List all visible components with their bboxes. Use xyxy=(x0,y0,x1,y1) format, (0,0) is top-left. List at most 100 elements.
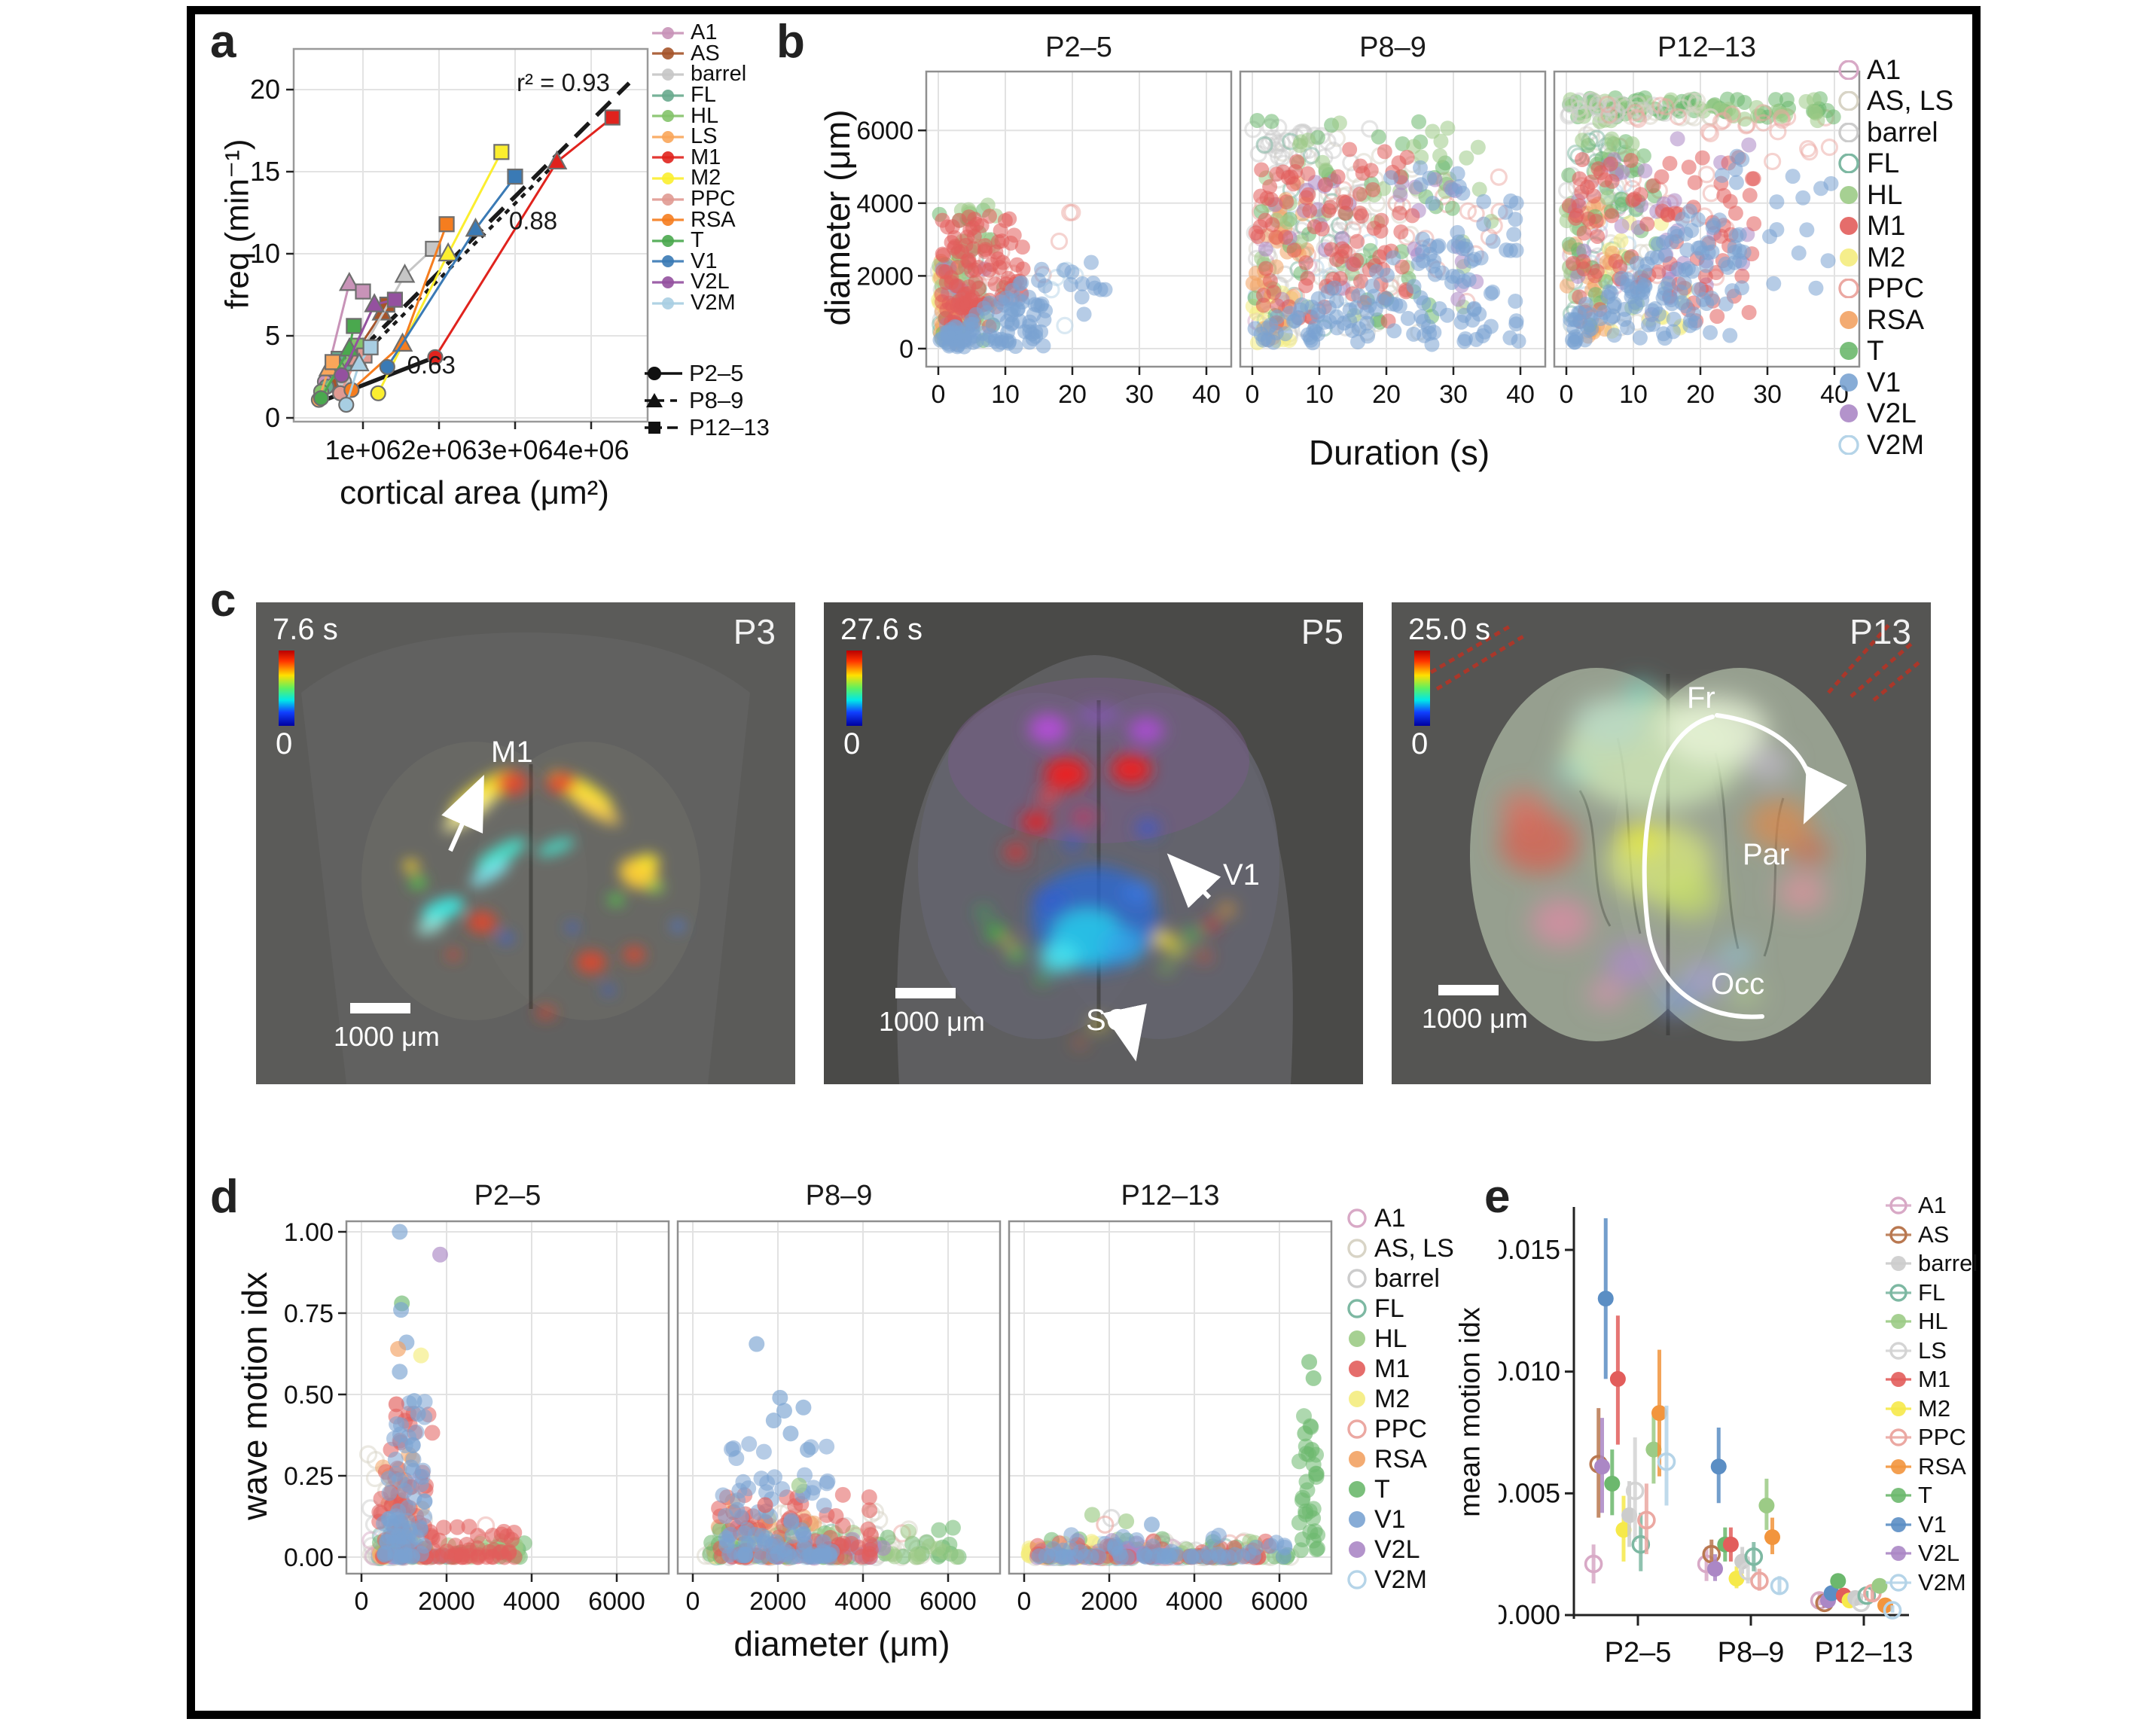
regression-label: r² = 0.93 xyxy=(517,69,610,96)
V2L-swatch-icon xyxy=(1349,1541,1365,1558)
svg-text:0: 0 xyxy=(265,402,280,433)
V2L-swatch-icon xyxy=(1886,1546,1911,1562)
legend-item-M2: M2 xyxy=(652,166,746,190)
scale-bar xyxy=(350,1003,410,1013)
legend-label: HL xyxy=(691,103,719,128)
legend-item-AS: AS xyxy=(1886,1221,1978,1250)
V2M-swatch-icon xyxy=(1886,1574,1911,1592)
panel-d-label: d xyxy=(210,1171,239,1223)
V2M-swatch-icon xyxy=(1347,1570,1367,1589)
svg-text:20: 20 xyxy=(250,74,280,105)
PPC-swatch-icon xyxy=(652,193,684,206)
legend-label: FL xyxy=(1374,1294,1404,1323)
svg-text:20: 20 xyxy=(1058,380,1087,409)
svg-text:0.25: 0.25 xyxy=(284,1462,334,1491)
svg-text:5: 5 xyxy=(265,320,280,351)
regression-label: 0.88 xyxy=(509,206,557,234)
legend-label: PPC xyxy=(1867,273,1925,304)
legend-item-PPC: PPC xyxy=(1346,1414,1454,1444)
legend-label: V2M xyxy=(1867,428,1925,460)
legend-label: T xyxy=(1374,1474,1390,1504)
age-legend-item-P8-9: P8–9 xyxy=(645,387,770,414)
legend-label: A1 xyxy=(1918,1192,1947,1219)
facet-title: P12–13 xyxy=(1121,1182,1219,1211)
legend-item-LS: LS xyxy=(652,124,746,148)
FL-swatch-icon xyxy=(1838,154,1859,174)
svg-text:40: 40 xyxy=(1506,380,1535,409)
colorbar-zero-label: 0 xyxy=(276,727,293,760)
brain-art-svg: Fr Par Occ xyxy=(1420,623,1920,1041)
age-tag: P13 xyxy=(1850,612,1911,651)
age-tag: P3 xyxy=(733,612,776,651)
legend-label: V1 xyxy=(1867,366,1901,398)
FL-swatch-icon xyxy=(652,89,684,102)
age-legend-item-P12-13: P12–13 xyxy=(645,414,770,441)
svg-text:15: 15 xyxy=(250,156,280,187)
T-swatch-icon xyxy=(1840,342,1858,361)
colorbar-zero-label: 0 xyxy=(843,727,861,760)
panel-d-legend: A1 AS, LS barrel FL HL M1 M2 PPC RSA T V1 V2L V2M xyxy=(1346,1203,1454,1595)
svg-text:0: 0 xyxy=(1560,380,1574,409)
FL-swatch-icon xyxy=(1886,1284,1911,1302)
svg-text:2000: 2000 xyxy=(1081,1587,1138,1616)
brain-image-p5: V1 SC 27.6 s 0 P5 1000 μm xyxy=(824,602,1363,1084)
legend-label: barrel xyxy=(1867,116,1938,148)
legend-label: V2L xyxy=(691,270,730,294)
T-swatch-icon xyxy=(1886,1488,1911,1504)
legend-item-PPC: PPC xyxy=(652,187,746,212)
legend-item-barrel: barrel xyxy=(1837,117,1953,148)
RSA-swatch-icon xyxy=(652,214,684,227)
svg-text:10: 10 xyxy=(1619,380,1648,409)
triangle-marker-icon xyxy=(645,393,682,407)
legend-label: PPC xyxy=(691,187,736,212)
svg-text:1.00: 1.00 xyxy=(284,1218,334,1247)
panel-b-xlabel: Duration (s) xyxy=(1308,433,1490,472)
age-tag: P5 xyxy=(1301,612,1343,651)
svg-text:4000: 4000 xyxy=(503,1587,560,1616)
legend-item-barrel: barrel xyxy=(1886,1249,1978,1279)
legend-label: P8–9 xyxy=(689,387,744,413)
A1-swatch-icon xyxy=(1838,59,1859,80)
legend-label: M1 xyxy=(691,145,721,169)
legend-label: V1 xyxy=(1918,1510,1947,1538)
regression-label: 0.63 xyxy=(407,351,456,379)
legend-label: RSA xyxy=(691,207,736,232)
svg-text:4e+06: 4e+06 xyxy=(553,434,629,465)
V2M-swatch-icon xyxy=(1838,434,1859,455)
AS-swatch-icon xyxy=(1886,1226,1911,1244)
colorbar xyxy=(279,651,294,726)
svg-text:30: 30 xyxy=(1439,380,1468,409)
legend-item-M1: M1 xyxy=(1886,1365,1978,1394)
svg-text:20: 20 xyxy=(1686,380,1715,409)
legend-item-V1: V1 xyxy=(1886,1510,1978,1540)
facet-title: P8–9 xyxy=(806,1182,873,1211)
legend-label: barrel xyxy=(691,62,747,87)
legend-label: AS xyxy=(1918,1221,1950,1248)
legend-item-RSA: RSA xyxy=(1837,304,1953,336)
annotation-arrow-icon xyxy=(441,775,484,852)
legend-label: M2 xyxy=(1374,1384,1410,1413)
barrel-swatch-icon xyxy=(1838,122,1859,142)
svg-text:4000: 4000 xyxy=(834,1587,892,1616)
M1-swatch-icon xyxy=(1840,217,1858,236)
LS-swatch-icon xyxy=(652,130,684,143)
region-label: V1 xyxy=(1223,858,1260,891)
legend-item-A1: A1 xyxy=(1346,1203,1454,1233)
PPC-swatch-icon xyxy=(1347,1419,1367,1439)
legend-item-T: T xyxy=(1346,1474,1454,1504)
legend-label: V1 xyxy=(1374,1504,1406,1534)
circle-marker-icon xyxy=(645,367,682,380)
legend-label: barrel xyxy=(1374,1263,1440,1293)
legend-label: AS, LS xyxy=(1374,1233,1454,1263)
legend-item-AS: AS xyxy=(652,41,746,66)
svg-text:10: 10 xyxy=(991,380,1020,409)
region-label: Fr xyxy=(1687,681,1715,715)
legend-label: FL xyxy=(1918,1279,1946,1306)
legend-label: HL xyxy=(1374,1324,1407,1353)
scale-bar xyxy=(895,988,956,998)
panel-e-ylabel: mean motion idx xyxy=(1454,1307,1487,1517)
legend-item-AS-LS: AS, LS xyxy=(1346,1233,1454,1263)
legend-item-T: T xyxy=(1837,335,1953,367)
RSA-swatch-icon xyxy=(1349,1451,1365,1467)
brain-art-svg: V1 SC xyxy=(897,655,1293,1084)
